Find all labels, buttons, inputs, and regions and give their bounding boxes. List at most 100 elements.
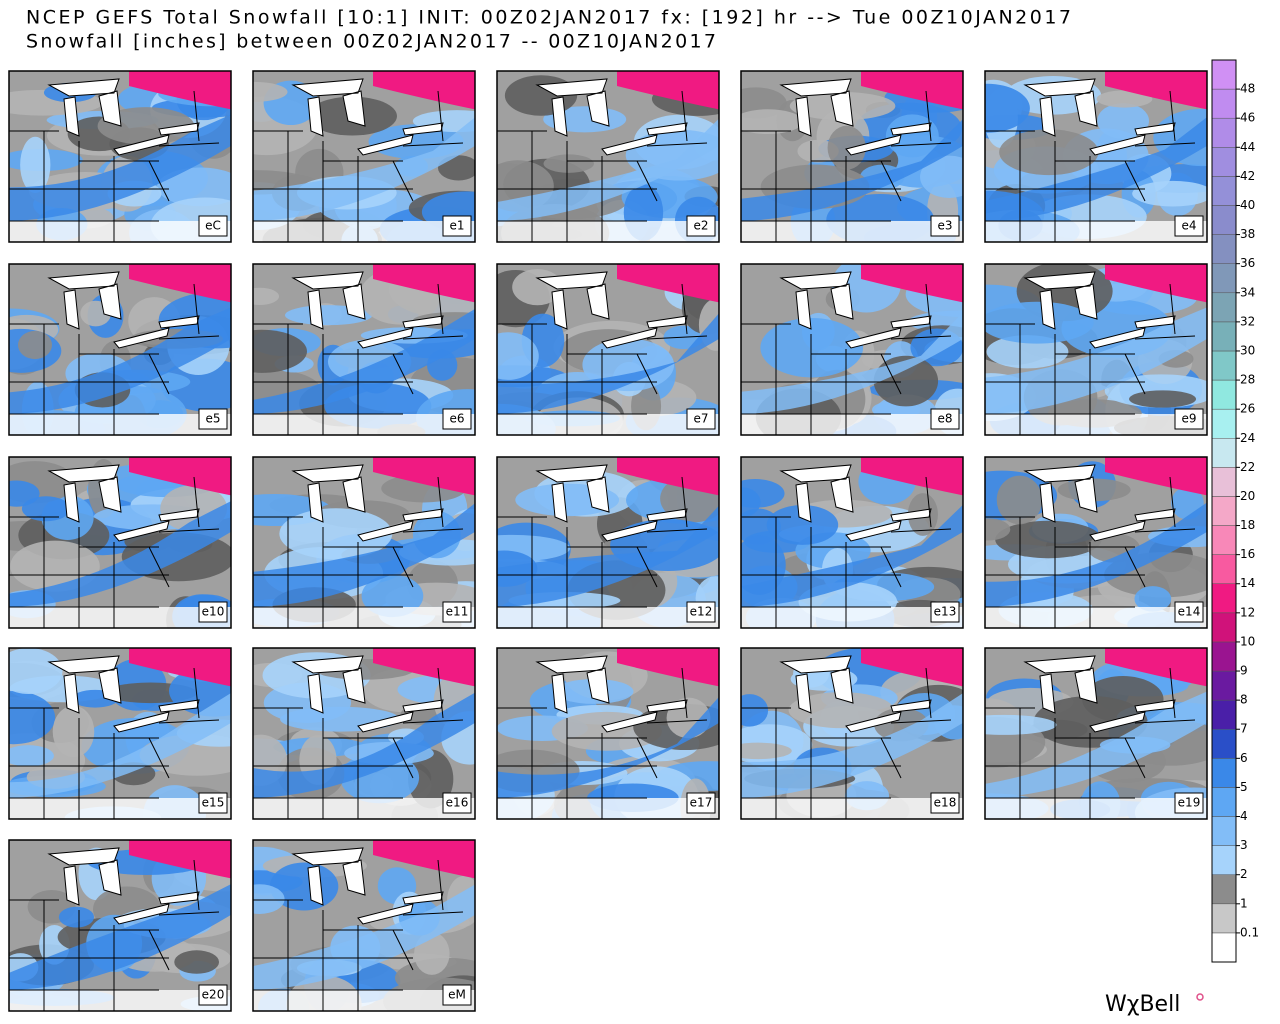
snow-area bbox=[58, 906, 95, 928]
panel-label: e5 bbox=[205, 412, 220, 426]
snow-heavy bbox=[129, 840, 231, 879]
snow-area bbox=[766, 504, 839, 545]
panel-label: e12 bbox=[690, 605, 713, 619]
snow-area bbox=[97, 107, 195, 145]
snow-area bbox=[920, 155, 963, 199]
state-lines bbox=[741, 283, 952, 435]
no-snow bbox=[741, 221, 963, 242]
lakes bbox=[1023, 464, 1176, 542]
map-panel bbox=[985, 264, 1207, 435]
colorbar-label: 42 bbox=[1240, 169, 1255, 183]
panel-label: e4 bbox=[1181, 219, 1196, 233]
panel-label: e18 bbox=[934, 796, 957, 810]
lakes bbox=[291, 464, 444, 542]
colorbar-label: 34 bbox=[1240, 285, 1255, 299]
colorbar-label: 26 bbox=[1240, 402, 1255, 416]
snow-band bbox=[985, 691, 1207, 798]
snow-area bbox=[741, 742, 792, 760]
snow-band bbox=[985, 117, 1207, 221]
lakes bbox=[779, 78, 932, 156]
panel-label: e16 bbox=[446, 796, 469, 810]
state-lines bbox=[253, 476, 464, 628]
no-snow bbox=[497, 414, 719, 435]
panel-label-box bbox=[930, 601, 960, 623]
panel-border bbox=[8, 839, 232, 1012]
panel-label-box bbox=[442, 408, 472, 430]
colorbar-segment bbox=[1211, 438, 1237, 468]
snow-area bbox=[1096, 90, 1153, 108]
snow-band bbox=[497, 505, 719, 607]
snow-heavy bbox=[861, 264, 963, 303]
snow-band bbox=[9, 884, 231, 990]
colorbar-label: 30 bbox=[1240, 343, 1255, 357]
colorbar-segment bbox=[1211, 234, 1237, 264]
map-panel bbox=[9, 457, 231, 628]
snow-band bbox=[741, 119, 963, 221]
colorbar-segment bbox=[1211, 758, 1237, 788]
no-snow bbox=[9, 798, 231, 819]
snow-area bbox=[9, 480, 40, 507]
snow-band bbox=[741, 693, 963, 798]
no-snow bbox=[9, 221, 231, 242]
state-lines bbox=[985, 283, 1196, 435]
subtitle: Snowfall [inches] between 00Z02JAN2017 -… bbox=[26, 31, 716, 53]
map-panel bbox=[253, 648, 475, 819]
snow-heavy bbox=[1105, 264, 1207, 303]
panel-border bbox=[8, 70, 232, 243]
snow-area bbox=[1134, 586, 1172, 612]
panel-border bbox=[984, 70, 1208, 243]
panel-label: e10 bbox=[202, 605, 225, 619]
state-lines bbox=[253, 859, 464, 1011]
snow-band bbox=[497, 313, 719, 414]
colorbar-segment bbox=[1211, 670, 1237, 701]
panel-label-box bbox=[1174, 792, 1204, 814]
colorbar-segment bbox=[1211, 583, 1237, 614]
state-lines bbox=[9, 476, 220, 628]
colorbar-label: 46 bbox=[1240, 111, 1255, 125]
snow-band bbox=[741, 312, 963, 414]
panel-label: e9 bbox=[1181, 412, 1196, 426]
colorbar-label: 48 bbox=[1240, 82, 1255, 96]
logo: WχBell bbox=[1105, 992, 1180, 1017]
map-panel bbox=[985, 71, 1207, 242]
snow-heavy bbox=[1105, 457, 1207, 496]
snow-band bbox=[253, 884, 475, 990]
panel-border bbox=[8, 647, 232, 820]
colorbar-segment bbox=[1211, 205, 1237, 235]
panel-border bbox=[496, 456, 720, 629]
state-lines bbox=[9, 283, 220, 435]
panel-border bbox=[496, 263, 720, 436]
no-snow bbox=[253, 221, 475, 242]
no-snow bbox=[985, 798, 1207, 819]
panel-label-box bbox=[930, 215, 960, 237]
lakes bbox=[1023, 78, 1176, 156]
panel-label-box bbox=[930, 792, 960, 814]
colorbar-label: 14 bbox=[1240, 576, 1255, 590]
panel-label-box bbox=[198, 601, 228, 623]
panel-label-box bbox=[686, 215, 716, 237]
panel-border bbox=[8, 456, 232, 629]
state-lines bbox=[253, 667, 464, 819]
map-panel bbox=[253, 71, 475, 242]
colorbar-label: 10 bbox=[1240, 634, 1255, 648]
no-snow bbox=[497, 221, 719, 242]
colorbar-segment bbox=[1211, 321, 1237, 352]
map-panel bbox=[985, 648, 1207, 819]
snow-band bbox=[985, 502, 1207, 607]
no-snow bbox=[985, 414, 1207, 435]
snow-area bbox=[741, 694, 769, 727]
snow-area bbox=[253, 287, 280, 306]
colorbar-segment bbox=[1211, 525, 1237, 555]
state-lines bbox=[253, 283, 464, 435]
snow-heavy bbox=[1105, 71, 1207, 110]
colorbar-label: 24 bbox=[1240, 431, 1255, 445]
logo-dot bbox=[1196, 993, 1204, 1001]
snow-area bbox=[20, 136, 51, 193]
no-snow bbox=[741, 414, 963, 435]
panel-label-box bbox=[198, 792, 228, 814]
colorbar-segment bbox=[1211, 728, 1237, 759]
colorbar-border bbox=[1211, 59, 1237, 963]
colorbar-segment bbox=[1211, 787, 1237, 817]
map-panel bbox=[253, 457, 475, 628]
map-panel bbox=[497, 648, 719, 819]
